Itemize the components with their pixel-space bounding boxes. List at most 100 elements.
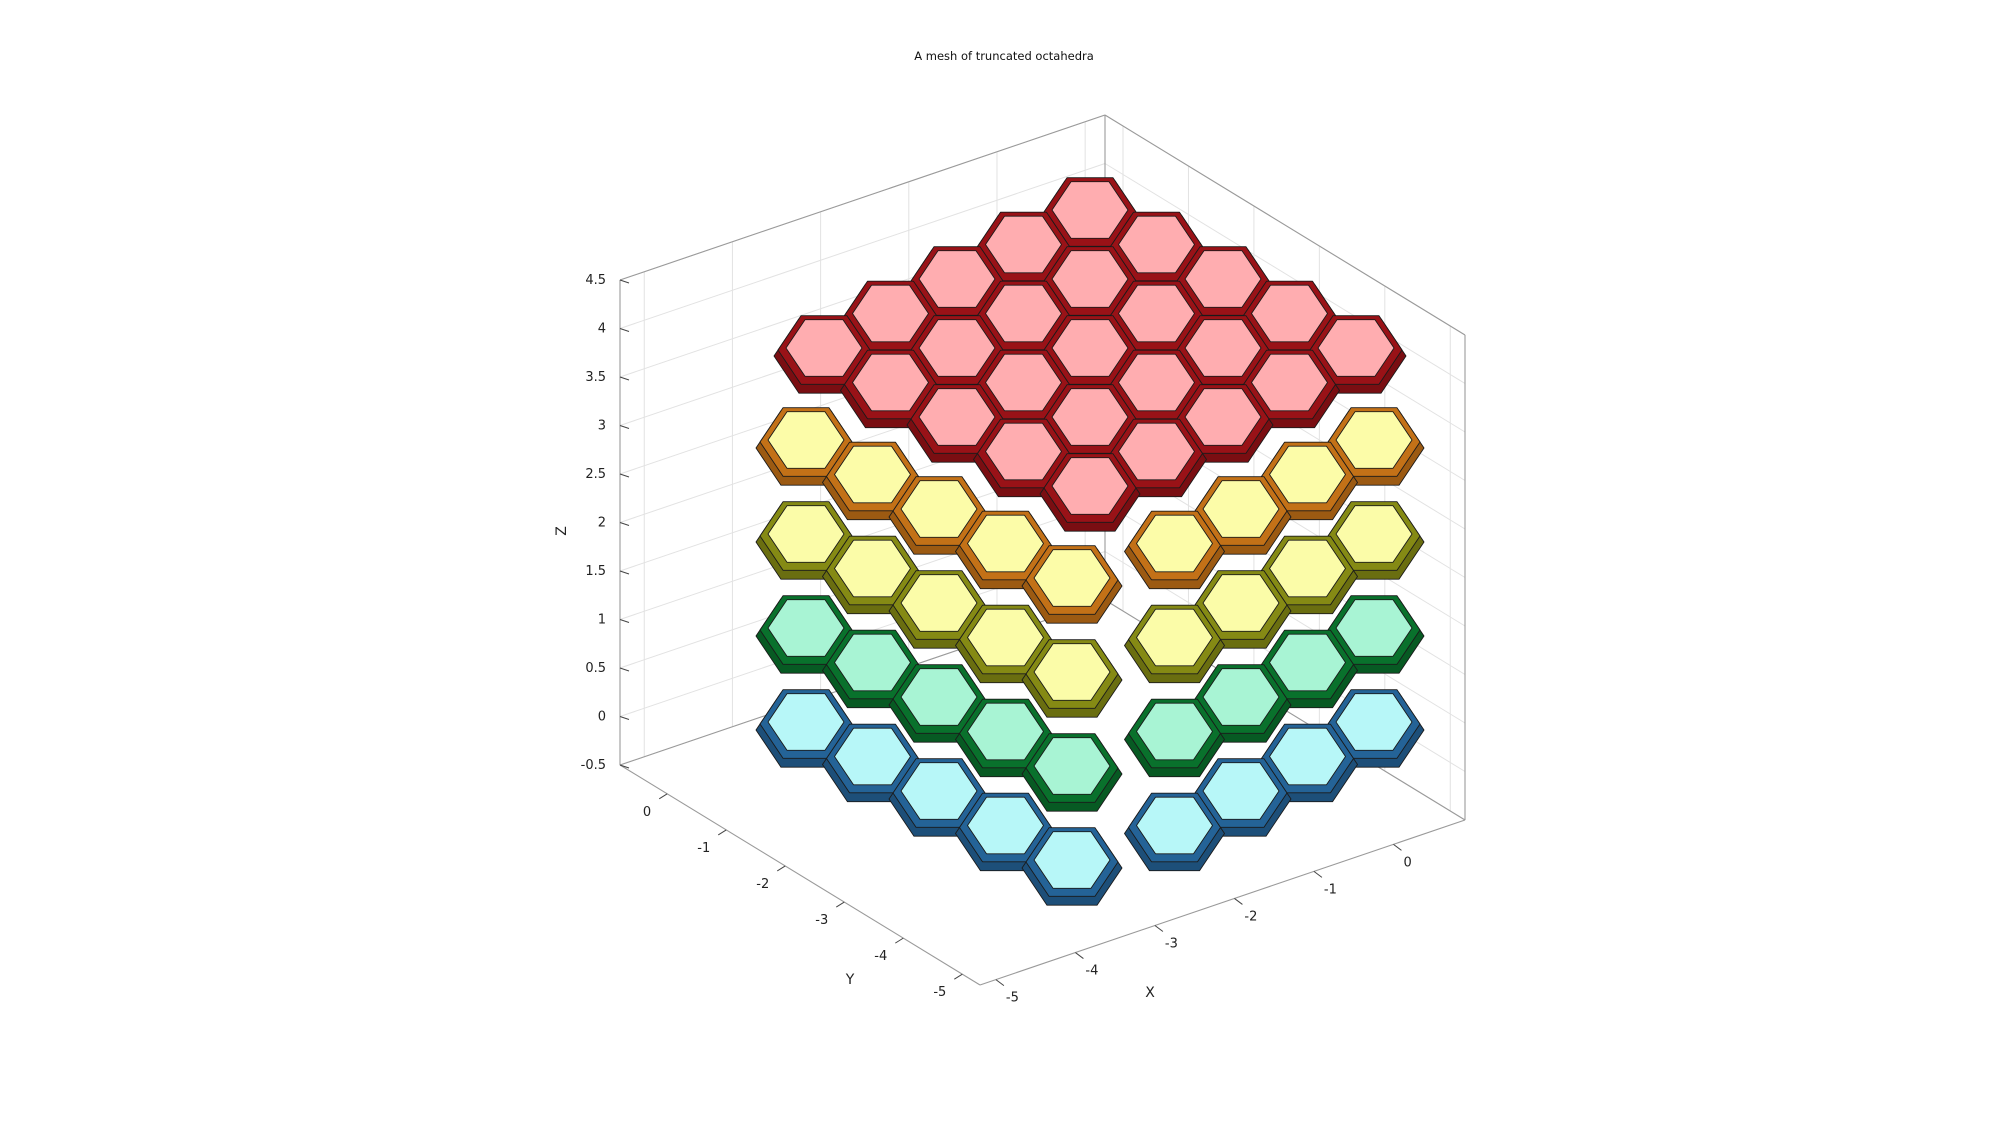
x-tick-mark [1393, 843, 1402, 851]
z-tick-label: -0.5 [581, 758, 606, 773]
z-tick-mark [619, 667, 630, 672]
octahedron-hex-face [967, 608, 1044, 667]
octahedron-cell [1323, 595, 1425, 674]
z-tick-label: 4.5 [585, 273, 606, 288]
x-tick-mark [1154, 925, 1164, 932]
octahedron-hex-face [767, 505, 845, 563]
x-axis-label: X [1145, 985, 1155, 1001]
octahedron-hex-face [1033, 831, 1111, 889]
octahedron-cell [773, 315, 875, 394]
octahedron-cell [1172, 315, 1274, 394]
octahedron-cell [906, 246, 1008, 325]
octahedron-cell [1323, 407, 1425, 486]
octahedron-hex-face [1118, 215, 1195, 274]
grid-line [1104, 163, 1466, 384]
octahedron-hex-face [985, 284, 1062, 343]
octahedron-hex-face [1202, 668, 1280, 726]
octahedron-hex-face [1136, 608, 1213, 667]
octahedron-cell [906, 384, 1008, 463]
octahedron-hex-face [834, 727, 911, 786]
octahedron-hex-face [1184, 250, 1262, 308]
octahedron-cell [955, 510, 1056, 590]
octahedron-cell [973, 349, 1074, 429]
octahedron-cell [1021, 827, 1123, 906]
octahedron-hex-face [1335, 411, 1413, 469]
y-tick-mark [954, 973, 963, 980]
grid-line [619, 163, 1106, 329]
z-tick-label: 2.5 [585, 467, 606, 482]
octahedron-hex-face [767, 599, 845, 657]
octahedra-mesh [755, 177, 1425, 906]
octahedron-hex-face [1335, 505, 1413, 563]
octahedron-hex-face [852, 284, 929, 343]
octahedron-hex-face [852, 353, 929, 412]
octahedron-cell [1021, 639, 1123, 718]
z-tick-label: 2 [598, 516, 606, 531]
octahedron-cell [1106, 349, 1207, 429]
octahedron-cell [1172, 384, 1274, 463]
octahedron-cell [1305, 315, 1407, 394]
x-tick-mark [995, 979, 1005, 986]
axes-box-edge [979, 819, 1466, 986]
octahedron-cell [955, 698, 1056, 778]
octahedron-cell [1124, 604, 1225, 684]
octahedron-hex-face [1118, 353, 1195, 412]
x-tick-mark [1313, 870, 1323, 878]
octahedron-cell [1190, 758, 1292, 837]
octahedron-hex-face [785, 319, 863, 377]
octahedron-hex-face [767, 411, 845, 469]
z-tick-label: 4 [598, 322, 606, 337]
axes-box-edge [619, 764, 981, 986]
octahedron-cell [888, 758, 990, 837]
octahedron-cell [1323, 689, 1425, 768]
x-tick-mark [1234, 898, 1243, 905]
octahedron-hex-face [834, 445, 911, 504]
z-tick-label: 0 [598, 710, 606, 725]
z-tick-label: 1.5 [585, 564, 606, 579]
octahedron-hex-face [918, 250, 996, 308]
octahedron-cell [888, 664, 990, 743]
octahedron-cell [822, 535, 923, 615]
x-tick-label: 0 [1403, 855, 1411, 870]
octahedron-hex-face [985, 215, 1062, 274]
octahedron-cell [1257, 441, 1358, 521]
y-tick-mark [717, 829, 727, 836]
octahedron-hex-face [1051, 250, 1129, 308]
octahedron-cell [1257, 629, 1358, 709]
axes-box-edge [619, 114, 1106, 281]
octahedron-hex-face [1051, 388, 1129, 446]
octahedron-hex-face [1251, 353, 1328, 412]
octahedron-hex-face [767, 693, 845, 751]
octahedron-cell [888, 570, 990, 649]
octahedron-cell [906, 315, 1008, 394]
z-tick-label: 0.5 [585, 661, 606, 676]
octahedron-hex-face [834, 539, 911, 598]
octahedron-cell [1257, 723, 1358, 803]
y-tick-label: -2 [756, 877, 769, 892]
octahedron-cell [1106, 418, 1207, 498]
z-tick-label: 3.5 [585, 370, 606, 385]
y-tick-mark [895, 937, 904, 944]
z-tick-mark [619, 473, 630, 478]
octahedron-hex-face [1051, 457, 1129, 515]
octahedron-cell [1323, 501, 1425, 580]
octahedron-cell [840, 349, 941, 429]
octahedron-hex-face [985, 422, 1062, 481]
y-axis-label: Y [845, 972, 855, 988]
octahedron-hex-face [967, 514, 1044, 573]
z-tick-mark [619, 764, 630, 769]
octahedron-cell [1172, 246, 1274, 325]
y-tick-mark [835, 901, 845, 908]
octahedron-hex-face [1269, 633, 1346, 692]
octahedron-cell [1190, 664, 1292, 743]
octahedron-cell [1106, 211, 1207, 291]
octahedron-cell [822, 441, 923, 521]
octahedron-hex-face [1269, 727, 1346, 786]
octahedron-cell [1257, 535, 1358, 615]
octahedron-cell [1124, 698, 1225, 778]
octahedron-cell [1239, 349, 1340, 429]
y-tick-label: -3 [815, 913, 828, 928]
z-tick-mark [619, 376, 630, 381]
octahedron-hex-face [1136, 702, 1213, 761]
octahedron-hex-face [1184, 319, 1262, 377]
